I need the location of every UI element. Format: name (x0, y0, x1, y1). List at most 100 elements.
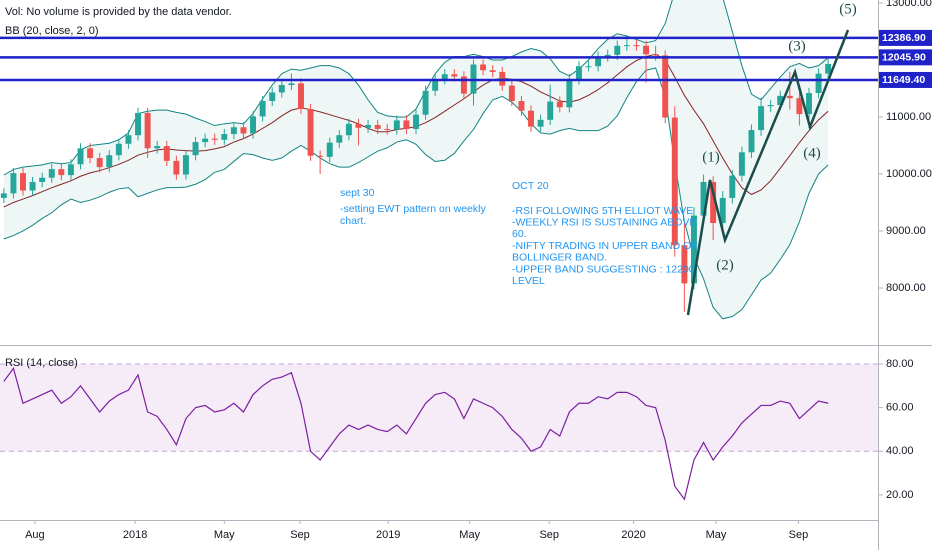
candle-body (738, 152, 745, 176)
candle-body (58, 169, 65, 176)
bollinger-upper (3, 0, 829, 176)
candle-body (87, 148, 94, 159)
candle-body (518, 101, 525, 111)
x-tick-label: 2019 (376, 529, 400, 541)
candle-body (211, 138, 218, 140)
rsi-band (0, 363, 878, 452)
candle-body (20, 173, 26, 191)
candle-body (240, 127, 247, 134)
candle-body (643, 45, 650, 55)
candle-body (451, 74, 458, 77)
candle-body (729, 175, 736, 198)
candle-body (796, 98, 803, 115)
wave-label: (3) (788, 38, 806, 54)
candle-body (767, 105, 774, 107)
candle-body (182, 155, 189, 175)
level-label-box (879, 29, 932, 46)
candle-body (403, 120, 410, 129)
candle-body (106, 155, 113, 168)
candle-body (777, 95, 784, 106)
candle-body (67, 164, 74, 176)
candle-body (700, 181, 707, 216)
candle-body (537, 119, 544, 127)
x-tick-label: Aug (25, 529, 45, 541)
y-tick-label: 60.00 (886, 402, 914, 414)
y-tick-label: 20.00 (886, 489, 914, 501)
level-label: 12045.90 (882, 52, 926, 64)
candle-body (10, 173, 17, 194)
level-label: 11649.40 (882, 74, 925, 86)
candle-body (806, 93, 812, 115)
note-line: chart. (340, 215, 366, 227)
candle-body (135, 112, 141, 136)
candle-body (432, 79, 439, 91)
candle-body (671, 117, 678, 246)
x-tick-label: Sep (290, 529, 310, 541)
candle-body (508, 85, 515, 102)
candle-body (786, 95, 793, 99)
level-label-box (879, 49, 932, 66)
level-label: 12386.90 (882, 32, 926, 44)
level-label-box (879, 71, 932, 88)
candle-body (393, 120, 400, 130)
candle-body (345, 123, 352, 136)
candle-body (489, 70, 496, 72)
candle-body (480, 64, 487, 71)
candle-body (623, 45, 630, 47)
note-line: -WEEKLY RSI IS SUSTAINING ABOVE (512, 216, 696, 228)
candle-body (460, 76, 467, 94)
x-tick-label: May (459, 529, 480, 541)
candle-body (259, 101, 266, 117)
candle-body (585, 66, 592, 68)
candle-body (681, 245, 688, 284)
candle-body (307, 108, 314, 156)
rsi-line (3, 366, 829, 501)
candle-body (614, 45, 621, 55)
candle-body (48, 169, 55, 178)
note-line: -setting EWT pattern on weekly (340, 203, 486, 215)
candle-body (528, 110, 534, 127)
candle-body (748, 130, 755, 153)
x-tick-label: May (214, 529, 235, 541)
candle-body (355, 123, 362, 128)
candle-body (690, 215, 697, 284)
candle-body (77, 148, 84, 165)
candle-body (221, 134, 228, 140)
candle-body (230, 127, 237, 135)
candle-body (556, 101, 563, 108)
candle-body (566, 79, 573, 108)
candle-body (652, 54, 659, 56)
note-line: 60. (512, 228, 527, 240)
candle-body (815, 73, 822, 94)
candle-body (163, 146, 170, 161)
candle-body (336, 135, 343, 143)
candle-body (719, 197, 726, 224)
candle-body (326, 142, 333, 157)
x-tick-label: 2018 (123, 529, 147, 541)
candle-body (441, 74, 448, 80)
note-line: -RSI FOLLOWING 5TH ELLIOT WAVE (512, 205, 693, 217)
y-tick-label: 10000.00 (886, 168, 932, 180)
candle-body (278, 85, 285, 93)
note-line: -UPPER BAND SUGGESTING : 12200 (512, 263, 695, 275)
note-title: OCT 20 (512, 180, 549, 192)
candle-body (125, 135, 132, 144)
rsi-legend: RSI (14, close) (5, 357, 78, 369)
rsi-pane (0, 363, 878, 501)
wave-label: (5) (839, 1, 857, 17)
candle-body (144, 112, 151, 149)
bollinger-lower (3, 67, 829, 320)
x-tick-label: Sep (789, 529, 809, 541)
candle-body (96, 158, 103, 168)
candle-body (374, 124, 381, 129)
candle-body (758, 106, 765, 131)
candle-body (0, 193, 7, 198)
y-tick-label: 9000.00 (886, 225, 926, 237)
price-pane (0, 0, 878, 320)
candle-body (192, 142, 199, 156)
candle-body (269, 92, 276, 102)
candle-body (384, 128, 391, 130)
vol-legend: Vol: No volume is provided by the data v… (5, 6, 232, 18)
candle-body (202, 138, 209, 143)
y-tick-label: 80.00 (886, 358, 914, 370)
